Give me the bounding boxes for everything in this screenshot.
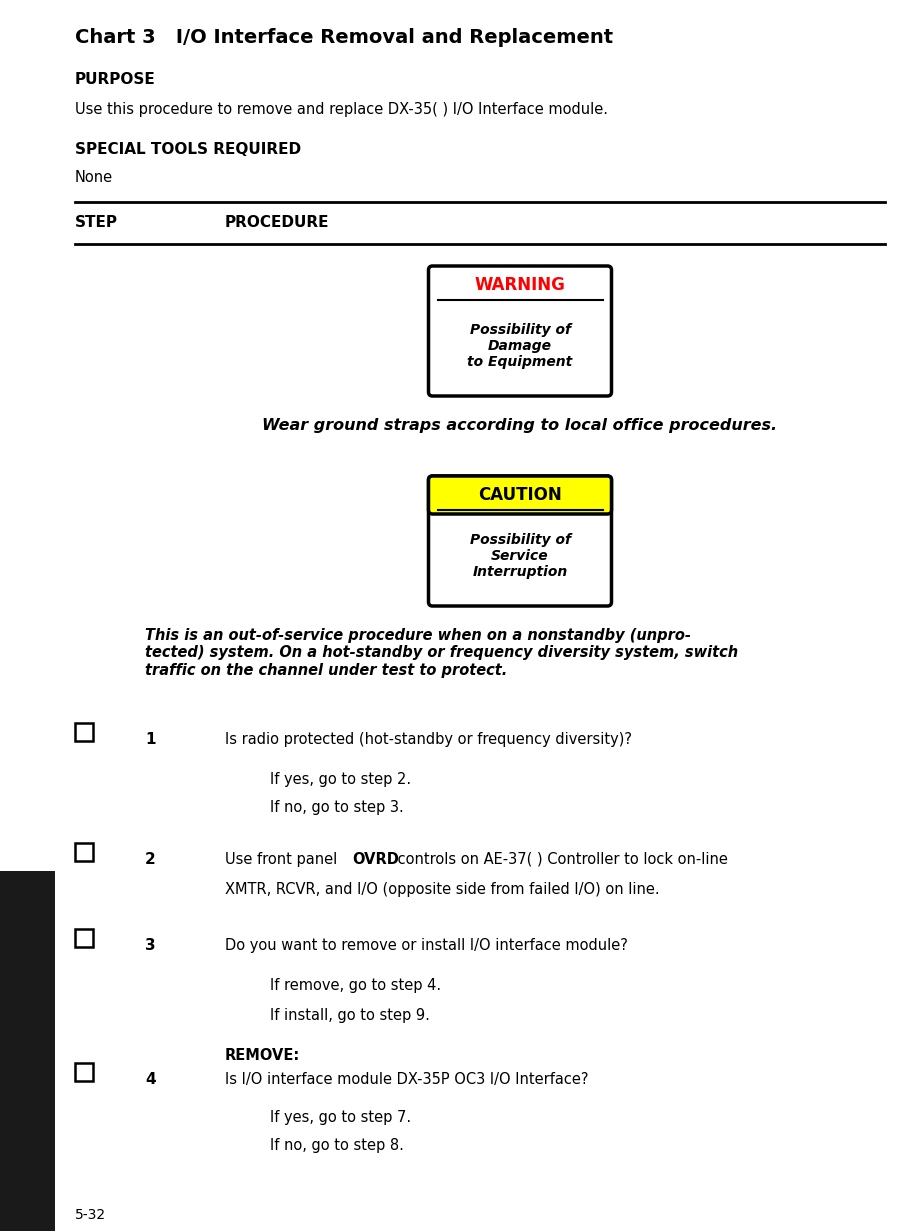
Text: If no, go to step 3.: If no, go to step 3. — [270, 800, 404, 815]
FancyBboxPatch shape — [429, 476, 611, 515]
Text: This is an out-of-service procedure when on a nonstandby (unpro-
tected) system.: This is an out-of-service procedure when… — [145, 628, 739, 678]
Text: Wear ground straps according to local office procedures.: Wear ground straps according to local of… — [263, 419, 777, 433]
Text: If yes, go to step 2.: If yes, go to step 2. — [270, 772, 411, 787]
Text: Use this procedure to remove and replace DX-35( ) I/O Interface module.: Use this procedure to remove and replace… — [75, 102, 608, 117]
Text: controls on AE-37( ) Controller to lock on-line: controls on AE-37( ) Controller to lock … — [393, 852, 727, 867]
Text: STEP: STEP — [75, 215, 118, 230]
Text: Use front panel: Use front panel — [225, 852, 342, 867]
Text: Is radio protected (hot-standby or frequency diversity)?: Is radio protected (hot-standby or frequ… — [225, 732, 632, 747]
Bar — [75, 723, 93, 741]
Text: WARNING: WARNING — [475, 276, 565, 294]
Text: CAUTION: CAUTION — [479, 486, 561, 503]
Text: Possibility of
Damage
to Equipment: Possibility of Damage to Equipment — [467, 323, 573, 369]
Text: None: None — [75, 170, 113, 185]
Bar — [75, 929, 93, 947]
Text: If yes, go to step 7.: If yes, go to step 7. — [270, 1110, 411, 1125]
Text: 5-32: 5-32 — [75, 1208, 106, 1222]
Text: If install, go to step 9.: If install, go to step 9. — [270, 1008, 430, 1023]
Bar — [75, 1064, 93, 1081]
Bar — [75, 843, 93, 860]
Text: SPECIAL TOOLS REQUIRED: SPECIAL TOOLS REQUIRED — [75, 142, 301, 158]
Bar — [0, 872, 55, 1231]
Text: Do you want to remove or install I/O interface module?: Do you want to remove or install I/O int… — [225, 938, 628, 953]
Text: 2: 2 — [145, 852, 156, 867]
Text: XMTR, RCVR, and I/O (opposite side from failed I/O) on line.: XMTR, RCVR, and I/O (opposite side from … — [225, 881, 659, 897]
Text: OVRD: OVRD — [352, 852, 399, 867]
Text: PROCEDURE: PROCEDURE — [225, 215, 329, 230]
Text: REMOVE:: REMOVE: — [225, 1048, 301, 1064]
FancyBboxPatch shape — [429, 476, 611, 606]
Text: Possibility of
Service
Interruption: Possibility of Service Interruption — [469, 533, 571, 580]
Text: Chart 3   I/O Interface Removal and Replacement: Chart 3 I/O Interface Removal and Replac… — [75, 28, 613, 47]
Text: If no, go to step 8.: If no, go to step 8. — [270, 1137, 404, 1153]
Text: 3: 3 — [145, 938, 156, 953]
Text: 4: 4 — [145, 1072, 156, 1087]
Text: 1: 1 — [145, 732, 156, 747]
Text: PURPOSE: PURPOSE — [75, 71, 156, 87]
FancyBboxPatch shape — [429, 266, 611, 396]
Text: If remove, go to step 4.: If remove, go to step 4. — [270, 977, 441, 993]
Text: Is I/O interface module DX-35P OC3 I/O Interface?: Is I/O interface module DX-35P OC3 I/O I… — [225, 1072, 588, 1087]
